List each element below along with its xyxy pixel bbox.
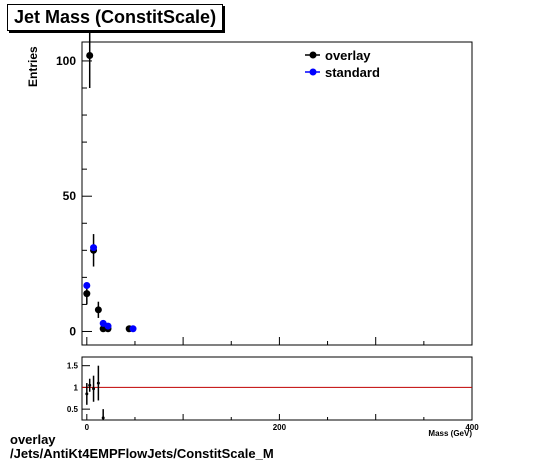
ratio-plot-marks [82, 365, 472, 420]
legend-overlay-marker [309, 51, 317, 59]
data-point-standard [90, 244, 98, 252]
legend-standard-marker [309, 68, 317, 76]
legend: overlay standard [305, 48, 380, 80]
legend-overlay-label: overlay [325, 48, 371, 63]
ratio-point [101, 416, 105, 420]
main-plot-frame [81, 41, 473, 346]
y-tick-label: 50 [63, 189, 77, 203]
data-point-standard [129, 325, 137, 333]
data-point-standard [83, 281, 91, 289]
ratio-y-tick-label: 0.5 [67, 405, 79, 414]
footer-line-1: overlay [10, 432, 56, 447]
y-axis-label: Entries [26, 46, 40, 87]
data-point-standard [104, 322, 112, 330]
data-point-overlay [83, 290, 91, 298]
ratio-axes: 0.5 1 1.5 0 200 400 [67, 362, 479, 432]
footer-line-2: /Jets/AntiKt4EMPFlowJets/ConstitScale_M [10, 446, 274, 461]
main-plot-marks [83, 23, 137, 333]
ratio-point [92, 387, 96, 391]
y-tick-label: 0 [69, 324, 76, 338]
x-axis-label: Mass (GeV) [428, 429, 472, 438]
ratio-x-tick-label: 200 [273, 423, 287, 432]
y-tick-label: 100 [56, 54, 76, 68]
main-x-axis [86, 337, 473, 345]
data-point-overlay [86, 52, 94, 60]
ratio-y-tick-label: 1.5 [67, 362, 79, 371]
chart-title: Jet Mass (ConstitScale) [7, 4, 224, 31]
ratio-point [85, 392, 89, 396]
ratio-y-tick-label: 1 [74, 383, 79, 392]
ratio-x-tick-label: 0 [85, 423, 90, 432]
data-point-overlay [94, 306, 102, 314]
main-y-axis: 0 50 100 [56, 54, 92, 338]
legend-standard-label: standard [325, 65, 380, 80]
ratio-point [96, 381, 100, 385]
ratio-plot-frame [81, 356, 473, 421]
ratio-point [88, 383, 92, 387]
ratio-x-tick-label: 400 [465, 423, 479, 432]
